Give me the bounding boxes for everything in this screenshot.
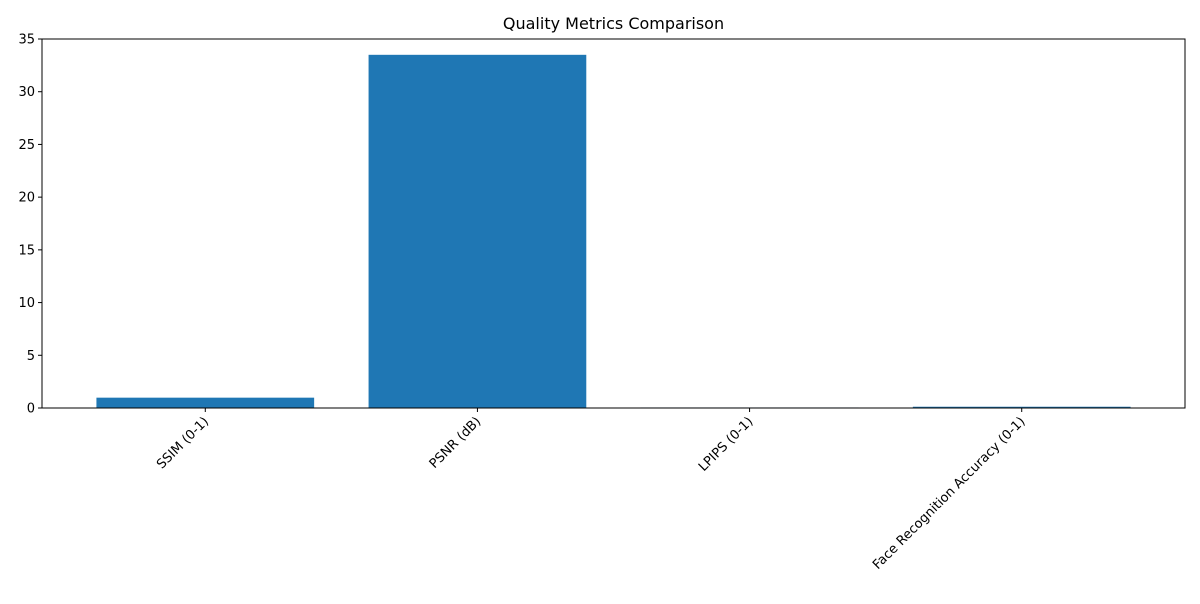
y-tick-label: 30: [18, 85, 35, 100]
bars-layer: [96, 54, 1131, 409]
y-tick-label: 25: [18, 138, 35, 153]
y-tick-label: 35: [18, 33, 35, 48]
x-tick-label: Face Recognition Accuracy (0-1): [870, 414, 1028, 572]
y-tick-label: 10: [18, 296, 35, 311]
y-tick-label: 5: [27, 349, 35, 364]
bar-0: [96, 397, 315, 408]
y-tick-label: 15: [18, 243, 35, 258]
x-tick-label: SSIM (0-1): [154, 414, 212, 472]
y-tick-label: 0: [27, 402, 35, 417]
bar-3: [912, 406, 1131, 408]
x-tick-label: LPIPS (0-1): [696, 414, 756, 474]
x-axis: SSIM (0-1) PSNR (dB) LPIPS (0-1) Face Recog…: [154, 408, 1029, 573]
plot-frame: [41, 38, 1186, 409]
y-tick-label: 20: [18, 191, 35, 206]
x-tick-label: PSNR (dB): [427, 414, 484, 471]
bar-1: [368, 54, 587, 409]
y-axis: 0 5 10 15 20 25 30 35: [18, 33, 42, 417]
chart-title: Quality Metrics Comparison: [503, 14, 724, 33]
